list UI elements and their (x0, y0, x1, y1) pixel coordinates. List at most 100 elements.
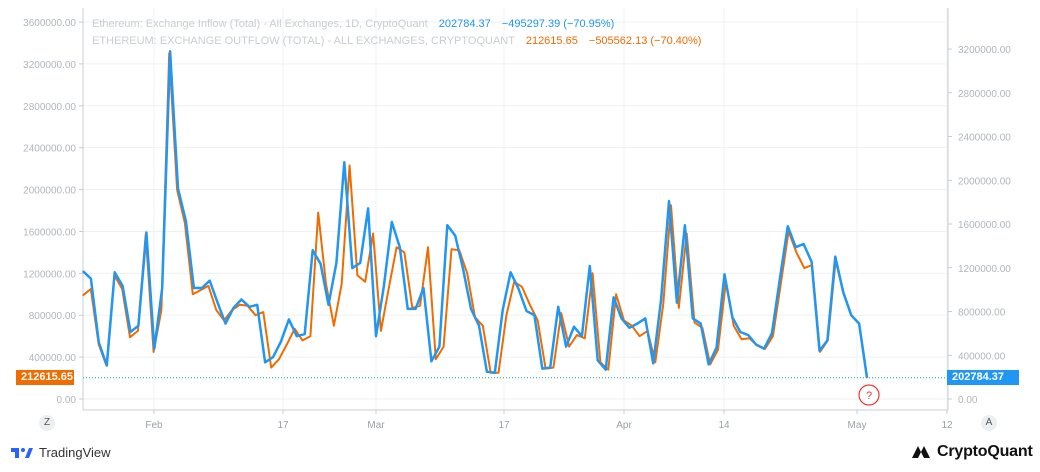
data-point-inflow (636, 323, 638, 325)
left-axis-ticks: 3600000.00 3200000.00 2800000.00 2400000.00… (23, 18, 83, 406)
data-point-inflow (700, 323, 702, 325)
data-point-inflow (676, 302, 678, 304)
data-point-outflow (176, 189, 178, 191)
data-point-outflow (278, 358, 280, 360)
data-point-outflow (490, 372, 492, 374)
left-axis-tick-label: 0.00 (57, 395, 77, 406)
data-point-outflow (270, 367, 272, 369)
data-point-outflow (341, 283, 343, 285)
data-point-outflow (631, 325, 633, 327)
x-axis-tick-label: 12 (941, 420, 953, 431)
data-point-inflow (98, 341, 100, 343)
data-point-inflow (90, 278, 92, 280)
data-point-inflow (787, 225, 789, 227)
data-point-outflow (654, 361, 656, 363)
question-marker[interactable]: ? (858, 384, 880, 406)
left-scale-button[interactable]: Z (39, 415, 55, 431)
x-axis-tick-label: 14 (718, 420, 730, 431)
data-point-outflow (168, 52, 170, 55)
tradingview-label: TradingView (39, 445, 111, 460)
data-point-outflow (450, 248, 453, 250)
right-axis-tick-label: 2400000.00 (958, 133, 1011, 144)
data-point-inflow (518, 288, 520, 290)
data-point-outflow (333, 325, 335, 327)
data-point-inflow (153, 348, 155, 350)
data-point-inflow (573, 326, 575, 328)
data-point-inflow (620, 317, 623, 319)
data-point-outflow (294, 328, 296, 330)
data-point-inflow (811, 261, 813, 263)
data-point-inflow (494, 372, 496, 374)
data-point-outflow (497, 372, 500, 374)
x-axis-tick-label: May (848, 420, 867, 431)
data-point-inflow (533, 314, 536, 316)
data-point-inflow (137, 325, 139, 327)
data-point-outflow (764, 348, 766, 350)
data-point-inflow (185, 220, 187, 222)
data-point-outflow (529, 304, 531, 306)
right-axis-tick-label: 3200000.00 (958, 45, 1011, 56)
data-point-outflow (780, 283, 782, 285)
auto-scale-button[interactable]: A (981, 415, 997, 431)
data-point-inflow (201, 287, 203, 289)
data-point-outflow (513, 281, 515, 283)
data-point-outflow (733, 325, 735, 327)
data-point-outflow (693, 322, 696, 324)
data-point-inflow (739, 331, 741, 333)
data-point-inflow (272, 356, 274, 358)
cryptoquant-label: CryptoQuant (937, 443, 1033, 460)
series-inflow-line (82, 50, 869, 378)
data-point-outflow (725, 281, 727, 283)
data-point-outflow (129, 336, 131, 338)
data-point-outflow (686, 232, 688, 235)
data-point-outflow (82, 294, 84, 296)
data-point-inflow (803, 243, 805, 245)
data-point-outflow (153, 351, 155, 353)
left-axis-tick-label: 1600000.00 (23, 227, 76, 238)
data-point-outflow (835, 260, 837, 262)
data-point-inflow (525, 310, 528, 312)
data-point-outflow (443, 346, 445, 348)
data-point-inflow (351, 267, 353, 269)
data-point-outflow (803, 267, 805, 269)
data-point-outflow (670, 204, 672, 206)
data-point-inflow (375, 335, 377, 337)
data-point-inflow (248, 306, 250, 308)
data-point-outflow (380, 330, 382, 332)
data-point-outflow (137, 330, 139, 332)
data-point-inflow (106, 364, 108, 367)
data-point-outflow (819, 351, 821, 353)
tradingview-logo[interactable]: TradingView (10, 445, 111, 460)
data-point-inflow (288, 318, 290, 320)
data-point-outflow (200, 289, 202, 291)
data-point-outflow (356, 274, 358, 276)
data-point-inflow (692, 317, 694, 319)
data-point-inflow (668, 200, 670, 202)
grid-lines (83, 8, 948, 410)
data-point-inflow (557, 306, 559, 308)
data-point-inflow (589, 265, 591, 267)
data-point-inflow (510, 271, 512, 273)
data-point-outflow (505, 314, 507, 316)
data-point-outflow (192, 293, 194, 295)
data-point-outflow (427, 246, 429, 248)
data-point-inflow (834, 256, 836, 258)
right-axis-tick-label: 2800000.00 (958, 89, 1011, 100)
data-point-inflow (818, 350, 821, 352)
data-point-outflow (458, 249, 460, 251)
data-point-inflow (320, 263, 322, 265)
data-point-inflow (407, 308, 409, 310)
left-axis-tick-label: 2400000.00 (23, 144, 76, 155)
data-point-outflow (717, 349, 719, 351)
data-point-inflow (842, 291, 844, 293)
data-point-inflow (359, 262, 361, 264)
legend-inflow-value: 202784.37 (438, 18, 491, 30)
data-point-outflow (247, 305, 249, 307)
data-point-inflow (549, 367, 551, 369)
data-point-inflow (240, 298, 242, 301)
data-point-outflow (795, 251, 798, 253)
data-point-inflow (723, 273, 726, 275)
series-outflow-line (82, 52, 868, 377)
data-point-inflow (343, 161, 345, 163)
